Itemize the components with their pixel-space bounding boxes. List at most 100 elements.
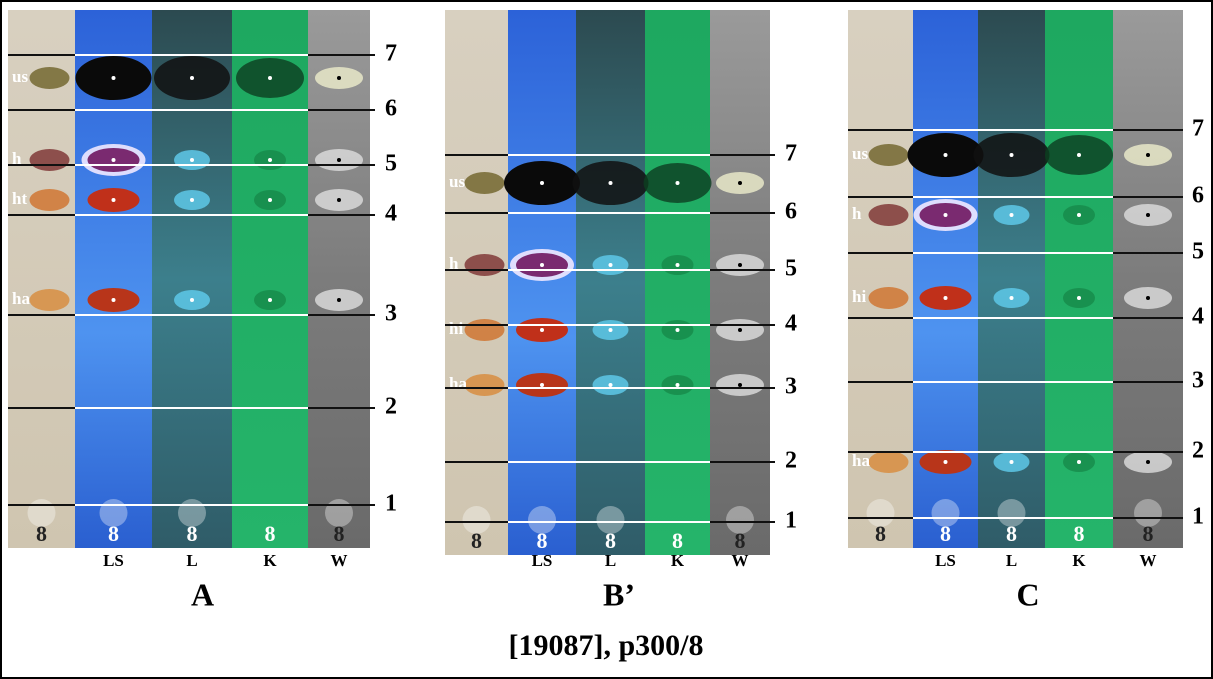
spot-dot bbox=[190, 158, 194, 162]
spot-label: ha bbox=[852, 451, 870, 470]
origin-mark: 8 bbox=[735, 528, 746, 553]
column-label: LS bbox=[532, 551, 553, 570]
spot-dot bbox=[111, 158, 116, 162]
column-label: L bbox=[1006, 551, 1017, 570]
plate-strip bbox=[710, 10, 770, 555]
column-label: K bbox=[671, 551, 685, 570]
spot-dot bbox=[337, 76, 341, 80]
spot bbox=[464, 319, 505, 341]
spot-label: us bbox=[449, 172, 465, 191]
spot-dot bbox=[738, 328, 742, 332]
zone-number: 5 bbox=[785, 256, 797, 282]
zone-number: 7 bbox=[385, 41, 397, 67]
spot-dot bbox=[608, 181, 613, 185]
spot-dot bbox=[540, 383, 544, 387]
plate-strip bbox=[508, 10, 576, 555]
origin-spot bbox=[726, 506, 754, 534]
spot-label: hi bbox=[449, 319, 463, 338]
spot-dot bbox=[111, 76, 116, 80]
spot-dot bbox=[190, 298, 194, 302]
caption: [19087], p300/8 bbox=[509, 629, 704, 662]
panel-label: A bbox=[191, 576, 214, 612]
spot-label: ha bbox=[12, 289, 30, 308]
spot-dot bbox=[1146, 460, 1150, 464]
zone-number: 1 bbox=[1192, 504, 1204, 530]
spot-dot bbox=[675, 383, 680, 387]
zone-number: 7 bbox=[1192, 116, 1204, 142]
origin-spot bbox=[596, 506, 625, 534]
spot bbox=[868, 204, 909, 226]
zone-number: 1 bbox=[385, 491, 397, 517]
spot-dot bbox=[943, 213, 948, 217]
spot-dot bbox=[943, 153, 948, 157]
column-label: K bbox=[1072, 551, 1086, 570]
spot bbox=[29, 67, 70, 89]
zone-number: 7 bbox=[785, 141, 797, 167]
spot-dot bbox=[190, 198, 194, 202]
spot-dot bbox=[608, 328, 613, 332]
spot-dot bbox=[1146, 213, 1150, 217]
spot-dot bbox=[190, 76, 194, 80]
spot-dot bbox=[1009, 153, 1014, 157]
origin-mark: 8 bbox=[265, 521, 276, 546]
spot bbox=[29, 149, 70, 171]
origin-mark: 8 bbox=[1143, 521, 1154, 546]
zone-number: 6 bbox=[1192, 183, 1204, 209]
spot-dot bbox=[1077, 153, 1081, 157]
zone-number: 6 bbox=[785, 199, 797, 225]
spot bbox=[868, 144, 909, 166]
spot-dot bbox=[1077, 460, 1081, 464]
spot-dot bbox=[1077, 296, 1081, 300]
spot-dot bbox=[1009, 296, 1014, 300]
plate-strip bbox=[308, 10, 370, 548]
spot-dot bbox=[675, 328, 680, 332]
origin-mark: 8 bbox=[537, 528, 548, 553]
spot bbox=[464, 172, 505, 194]
origin-mark: 8 bbox=[1006, 521, 1017, 546]
spot-dot bbox=[675, 263, 680, 267]
spot-dot bbox=[1146, 153, 1150, 157]
zone-number: 3 bbox=[1192, 368, 1204, 394]
zone-number: 5 bbox=[385, 151, 397, 177]
plate-strip bbox=[645, 10, 710, 555]
spot-dot bbox=[608, 383, 613, 387]
origin-mark: 8 bbox=[672, 528, 683, 553]
origin-spot bbox=[462, 506, 491, 534]
spot-dot bbox=[608, 263, 613, 267]
origin-spot bbox=[1134, 499, 1162, 527]
zone-number: 2 bbox=[1192, 438, 1204, 464]
spot-dot bbox=[111, 298, 116, 302]
spot-dot bbox=[337, 198, 341, 202]
spot-dot bbox=[1146, 296, 1150, 300]
spot bbox=[464, 254, 505, 276]
spot-dot bbox=[943, 296, 948, 300]
spot-dot bbox=[1009, 460, 1014, 464]
spot-label: h bbox=[852, 204, 862, 223]
spot-dot bbox=[1009, 213, 1014, 217]
spot bbox=[29, 289, 70, 311]
column-label: LS bbox=[103, 551, 124, 570]
plate-strip bbox=[576, 10, 645, 555]
column-label: W bbox=[331, 551, 348, 570]
zone-number: 4 bbox=[785, 311, 797, 337]
spot-dot bbox=[1077, 213, 1081, 217]
spot-dot bbox=[268, 158, 272, 162]
plate-strip bbox=[8, 10, 75, 548]
column-label: W bbox=[1140, 551, 1157, 570]
origin-mark: 8 bbox=[875, 521, 886, 546]
spot-dot bbox=[738, 383, 742, 387]
origin-mark: 8 bbox=[36, 521, 47, 546]
spot bbox=[868, 287, 909, 309]
spot-label: us bbox=[12, 67, 28, 86]
spot bbox=[29, 189, 70, 211]
origin-mark: 8 bbox=[187, 521, 198, 546]
spot bbox=[464, 374, 505, 396]
origin-mark: 8 bbox=[108, 521, 119, 546]
origin-spot bbox=[931, 499, 960, 527]
origin-mark: 8 bbox=[605, 528, 616, 553]
column-label: L bbox=[186, 551, 197, 570]
origin-mark: 8 bbox=[334, 521, 345, 546]
spot-dot bbox=[675, 181, 680, 185]
spot-label: ha bbox=[449, 374, 467, 393]
zone-number: 3 bbox=[785, 374, 797, 400]
